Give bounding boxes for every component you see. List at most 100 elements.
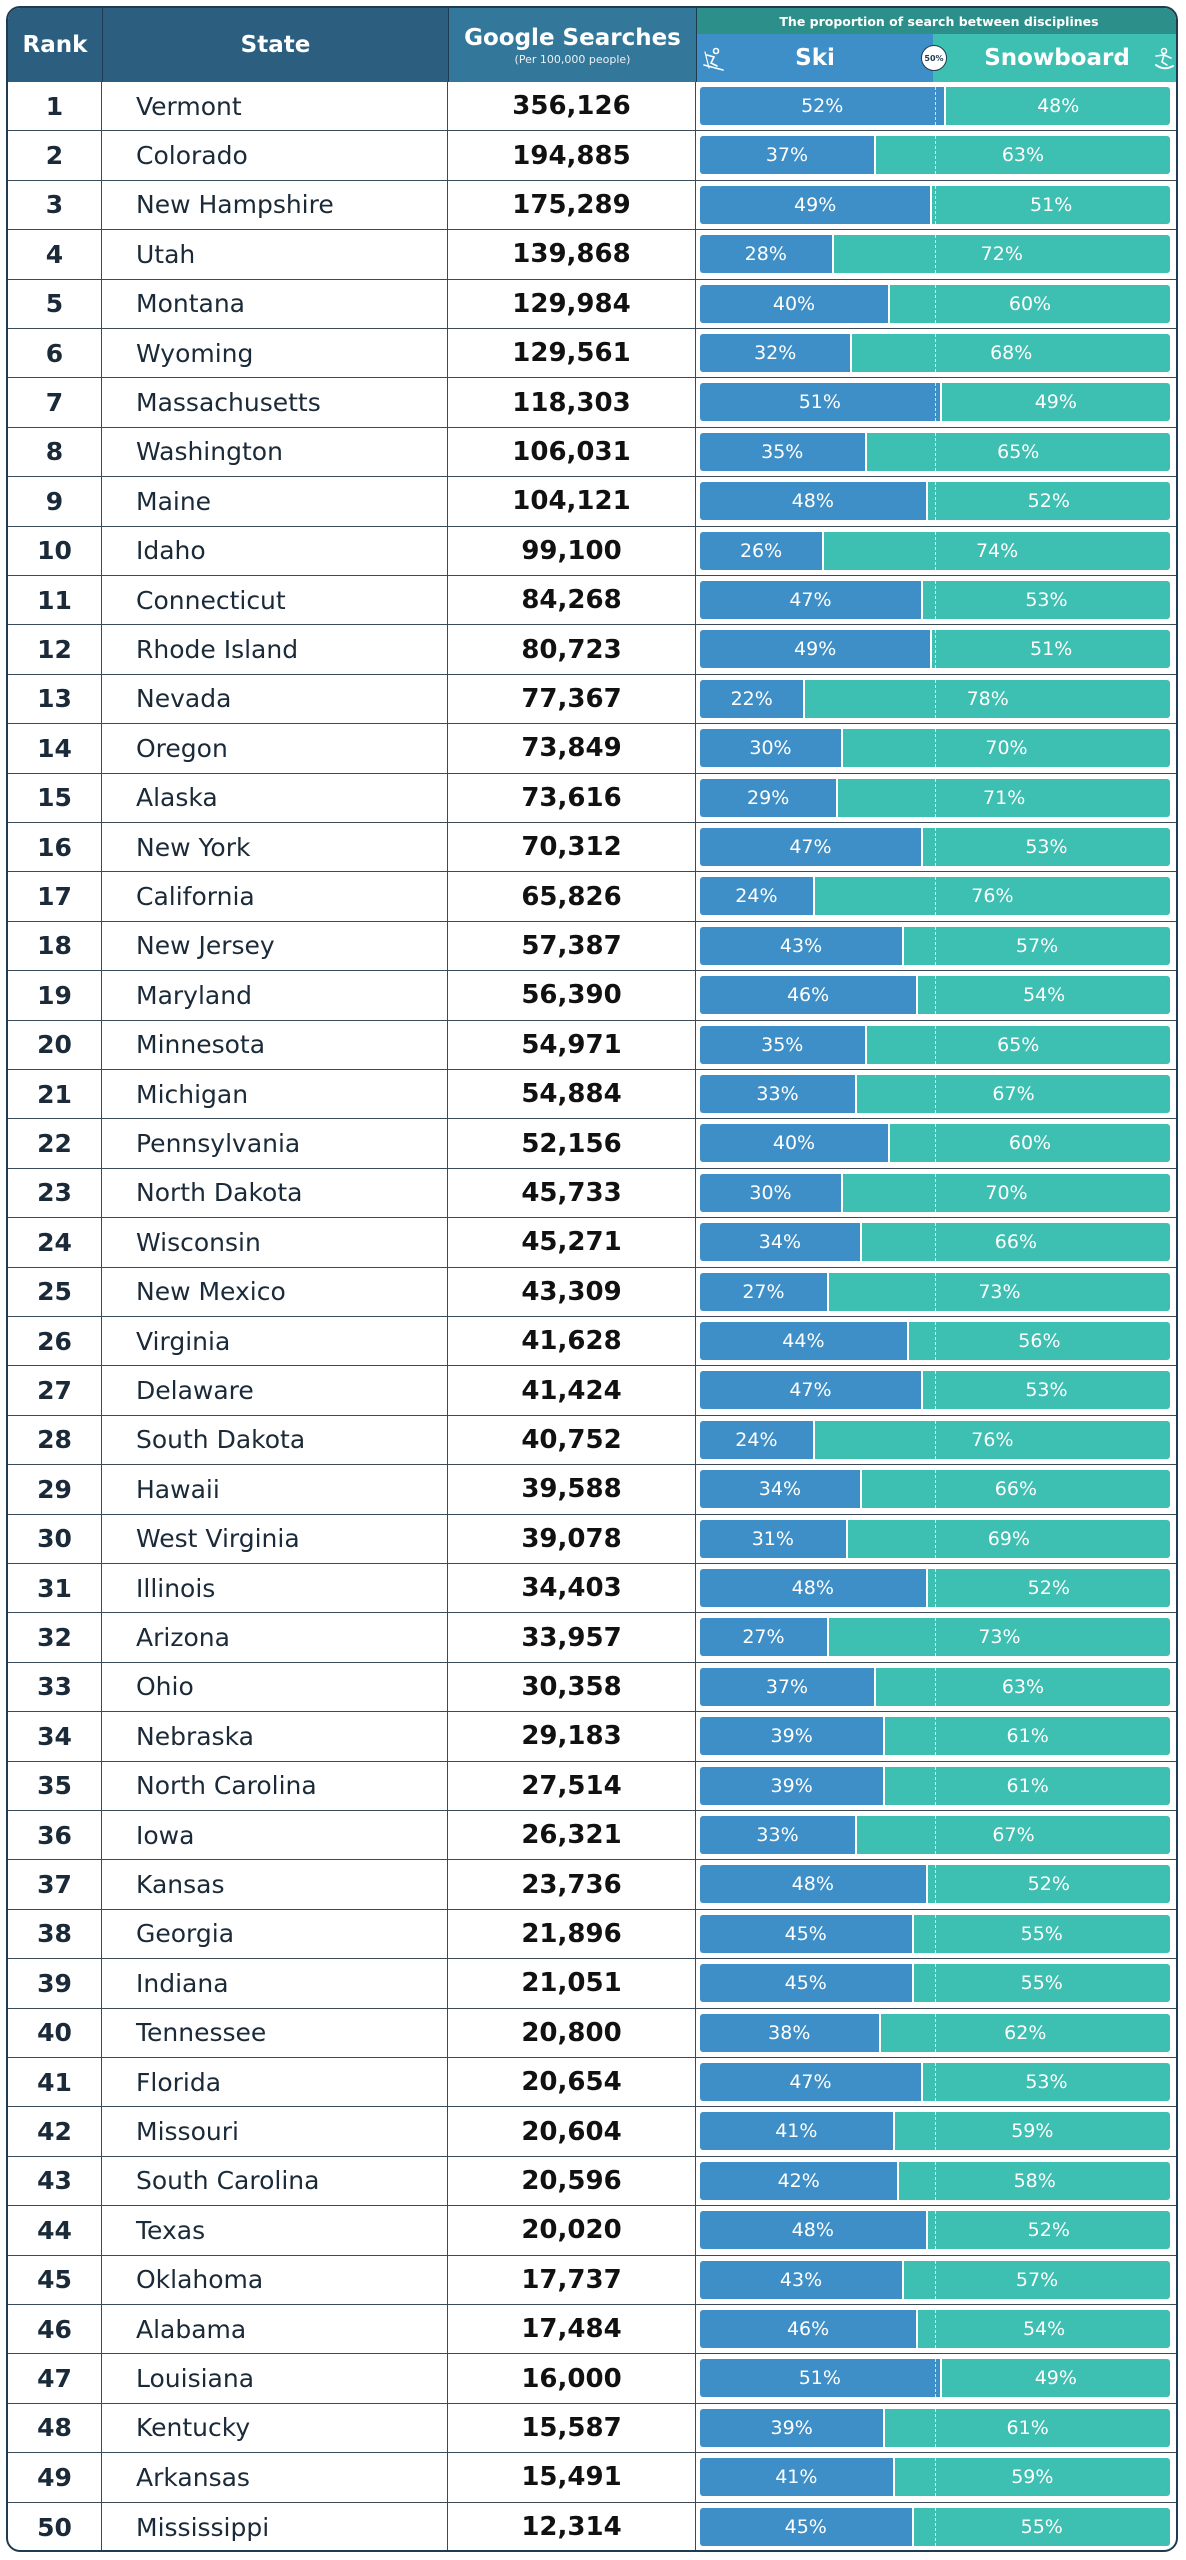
table-row: 19 Maryland 56,390 46% 54% (8, 971, 1176, 1021)
snowboard-bar-segment: 48% (946, 87, 1170, 125)
state-cell: New Hampshire (102, 180, 448, 230)
midpoint-line (935, 2359, 936, 2398)
midpoint-line (935, 1766, 936, 1805)
searches-cell: 129,561 (448, 329, 696, 378)
midpoint-line (935, 432, 936, 471)
ski-bar-segment: 46% (700, 2310, 917, 2348)
midpoint-line (935, 383, 936, 422)
rank-cell: 27 (8, 1366, 102, 1415)
state-cell: Florida (102, 2058, 448, 2107)
searches-cell: 56,390 (448, 971, 696, 1020)
proportion-bar: 47% 53% (696, 576, 1176, 624)
snowboard-bar-segment: 54% (918, 976, 1170, 1015)
ski-bar-segment: 49% (700, 630, 931, 669)
state-cell: Oregon (102, 724, 448, 773)
ski-bar-segment: 47% (700, 828, 921, 866)
proportion-bar: 27% 73% (696, 1613, 1176, 1661)
rank-cell: 5 (8, 279, 102, 328)
snowboard-bar-segment: 61% (885, 2408, 1170, 2447)
ski-bar-segment: 41% (700, 2112, 893, 2151)
midpoint-line (935, 1865, 936, 1904)
rank-cell: 40 (8, 2008, 102, 2057)
header-ski-label: Ski (697, 34, 933, 82)
rank-cell: 10 (8, 526, 102, 575)
rank-cell: 4 (8, 230, 102, 279)
rank-cell: 11 (8, 576, 102, 625)
rank-cell: 28 (8, 1415, 102, 1465)
snowboard-bar-segment: 53% (922, 2063, 1170, 2101)
snowboard-bar-segment: 51% (932, 185, 1170, 224)
snowboard-bar-segment: 59% (894, 2112, 1170, 2151)
state-cell: Missouri (102, 2107, 448, 2156)
table-row: 31 Illinois 34,403 48% 52% (8, 1564, 1176, 1614)
state-cell: Iowa (102, 1811, 448, 1860)
searches-cell: 65,826 (448, 872, 696, 921)
rank-cell: 6 (8, 329, 102, 378)
table-row: 5 Montana 129,984 40% 60% (8, 279, 1176, 329)
state-cell: Minnesota (102, 1020, 448, 1069)
ski-bar-segment: 39% (700, 1766, 884, 1805)
midpoint-line (935, 2112, 936, 2151)
table-row: 10 Idaho 99,100 26% 74% (8, 526, 1176, 576)
proportion-bar: 44% 56% (696, 1317, 1176, 1365)
midpoint-line (935, 1717, 936, 1756)
rank-cell: 33 (8, 1662, 102, 1712)
table-row: 26 Virginia 41,628 44% 56% (8, 1317, 1176, 1367)
searches-cell: 34,403 (448, 1564, 696, 1613)
midpoint-line (935, 926, 936, 965)
ski-bar-segment: 32% (700, 334, 851, 372)
snowboard-bar-segment: 78% (805, 679, 1170, 718)
table-row: 48 Kentucky 15,587 39% 61% (8, 2403, 1176, 2454)
searches-cell: 73,616 (448, 773, 696, 822)
ski-bar-segment: 48% (700, 1569, 926, 1607)
skier-icon (703, 47, 724, 71)
header-searches: Google Searches (Per 100,000 people) (448, 8, 696, 82)
state-cell: New Jersey (102, 921, 448, 971)
proportion-bar: 22% 78% (696, 675, 1176, 723)
midpoint-line (935, 2161, 936, 2200)
state-cell: Georgia (102, 1909, 448, 1959)
table-row: 28 South Dakota 40,752 24% 76% (8, 1415, 1176, 1466)
state-cell: Pennsylvania (102, 1119, 448, 1168)
searches-cell: 45,733 (448, 1168, 696, 1218)
table-row: 23 North Dakota 45,733 30% 70% (8, 1168, 1176, 1219)
searches-cell: 41,628 (448, 1317, 696, 1366)
proportion-bar: 47% 53% (696, 2058, 1176, 2106)
snowboard-bar-segment: 73% (828, 1618, 1170, 1657)
rank-cell: 23 (8, 1168, 102, 1218)
searches-cell: 20,800 (448, 2008, 696, 2057)
state-cell: Maryland (102, 971, 448, 1020)
state-cell: Utah (102, 230, 448, 279)
rank-cell: 20 (8, 1020, 102, 1069)
ski-bar-segment: 37% (700, 136, 874, 175)
midpoint-line (935, 1322, 936, 1360)
snowboard-bar-segment: 74% (824, 531, 1170, 570)
searches-cell: 129,984 (448, 279, 696, 328)
midpoint-line (935, 729, 936, 768)
proportion-bar: 48% 52% (696, 477, 1176, 525)
proportion-bar: 52% 48% (696, 82, 1176, 130)
rank-cell: 44 (8, 2206, 102, 2255)
table-row: 50 Mississippi 12,314 45% 55% (8, 2502, 1176, 2550)
rank-cell: 14 (8, 724, 102, 773)
midpoint-line (935, 482, 936, 521)
snowboard-bar-segment: 53% (922, 581, 1170, 619)
ski-bar-segment: 22% (700, 679, 804, 718)
snowboard-bar-segment: 69% (847, 1519, 1170, 1558)
proportion-bar: 35% 65% (696, 428, 1176, 476)
searches-cell: 20,020 (448, 2206, 696, 2255)
snowboard-bar-segment: 56% (908, 1322, 1170, 1360)
proportion-bar: 34% 66% (696, 1465, 1176, 1513)
proportion-bar: 35% 65% (696, 1021, 1176, 1069)
ski-bar-segment: 26% (700, 531, 823, 570)
proportion-bar: 42% 58% (696, 2157, 1176, 2205)
state-cell: West Virginia (102, 1514, 448, 1563)
ski-bar-segment: 29% (700, 778, 837, 817)
rank-cell: 50 (8, 2502, 102, 2550)
state-cell: Michigan (102, 1070, 448, 1119)
ski-bar-segment: 35% (700, 1025, 865, 1064)
table-row: 41 Florida 20,654 47% 53% (8, 2058, 1176, 2108)
midpoint-line (935, 2408, 936, 2447)
state-cell: Delaware (102, 1366, 448, 1415)
snowboard-bar-segment: 51% (932, 630, 1170, 669)
